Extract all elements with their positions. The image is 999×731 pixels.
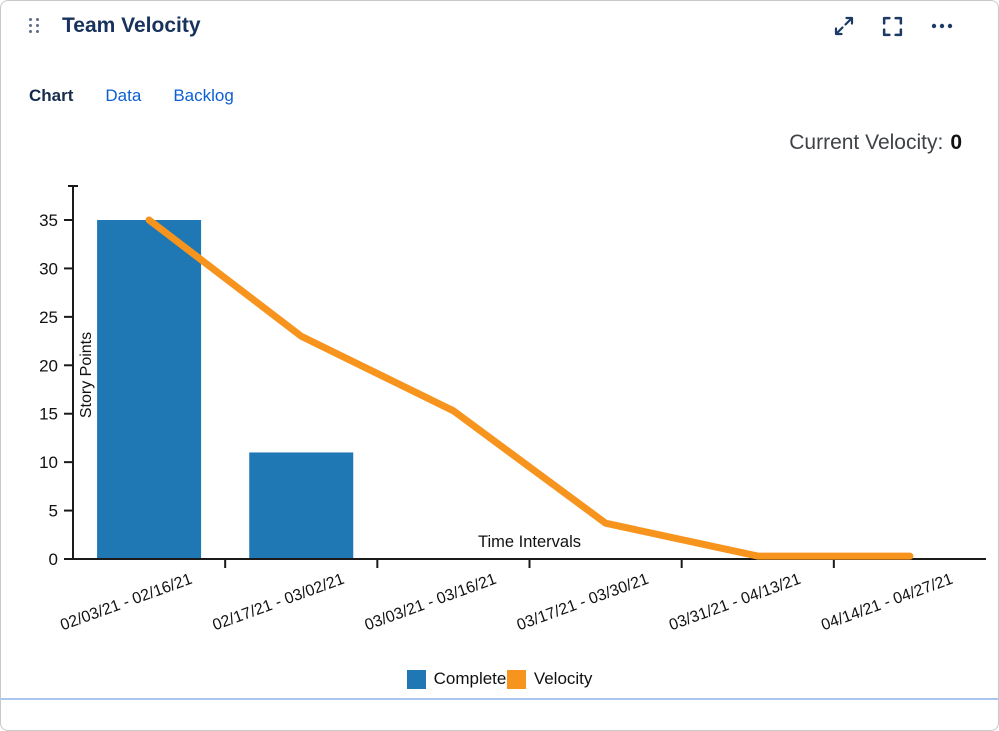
more-options-button[interactable] [930,15,954,37]
page-title: Team Velocity [62,14,201,37]
svg-text:Story Points: Story Points [78,332,95,418]
resize-arrows-icon [834,16,854,36]
svg-text:03/31/21 - 04/13/21: 03/31/21 - 04/13/21 [667,571,803,634]
legend-item-velocity[interactable]: Velocity [506,669,593,689]
velocity-chart: 0 5 10 15 20 25 30 35 02/03/21 - 02/16/21 02/17/2… [1,163,998,663]
svg-text:25: 25 [39,308,58,327]
svg-text:Time Intervals: Time Intervals [478,533,581,551]
gadget-header: Team Velocity [1,11,998,41]
current-velocity: Current Velocity: 0 [1,131,998,157]
svg-text:15: 15 [39,405,58,424]
gadget-tabs: Chart Data Backlog [1,85,998,107]
tab-data[interactable]: Data [105,86,142,105]
svg-text:20: 20 [39,356,58,375]
legend-label-velocity: Velocity [533,669,593,688]
svg-text:35: 35 [39,211,58,230]
svg-text:02/03/21 - 02/16/21: 02/03/21 - 02/16/21 [58,571,194,634]
svg-text:5: 5 [49,502,58,521]
svg-text:30: 30 [39,259,58,278]
more-options-icon [931,23,953,29]
current-velocity-label: Current Velocity: [789,131,944,154]
completed-swatch-icon [406,669,426,689]
svg-text:04/14/21 - 04/27/21: 04/14/21 - 04/27/21 [819,571,955,634]
current-velocity-value: 0 [950,131,962,154]
fullscreen-icon [882,16,903,36]
chart-legend: Completed Velocity [1,667,998,691]
resize-button[interactable] [833,15,855,37]
svg-text:10: 10 [39,453,58,472]
velocity-chart-canvas: 0 5 10 15 20 25 30 35 02/03/21 - 02/16/21 02/17/2… [39,185,986,634]
header-actions [833,15,954,38]
legend-label-completed: Completed [433,669,516,688]
footer-divider [1,698,998,700]
tab-backlog[interactable]: Backlog [173,86,234,105]
fullscreen-button[interactable] [881,15,904,38]
svg-text:03/03/21 - 03/16/21: 03/03/21 - 03/16/21 [363,571,499,634]
legend-item-completed[interactable]: Completed [406,669,516,689]
svg-text:02/17/21 - 03/02/21: 02/17/21 - 03/02/21 [210,571,346,634]
velocity-swatch-icon [506,669,526,689]
tab-chart[interactable]: Chart [29,86,74,105]
drag-handle-icon[interactable] [29,18,40,34]
svg-text:0: 0 [49,550,58,569]
svg-text:03/17/21 - 03/30/21: 03/17/21 - 03/30/21 [515,571,651,634]
